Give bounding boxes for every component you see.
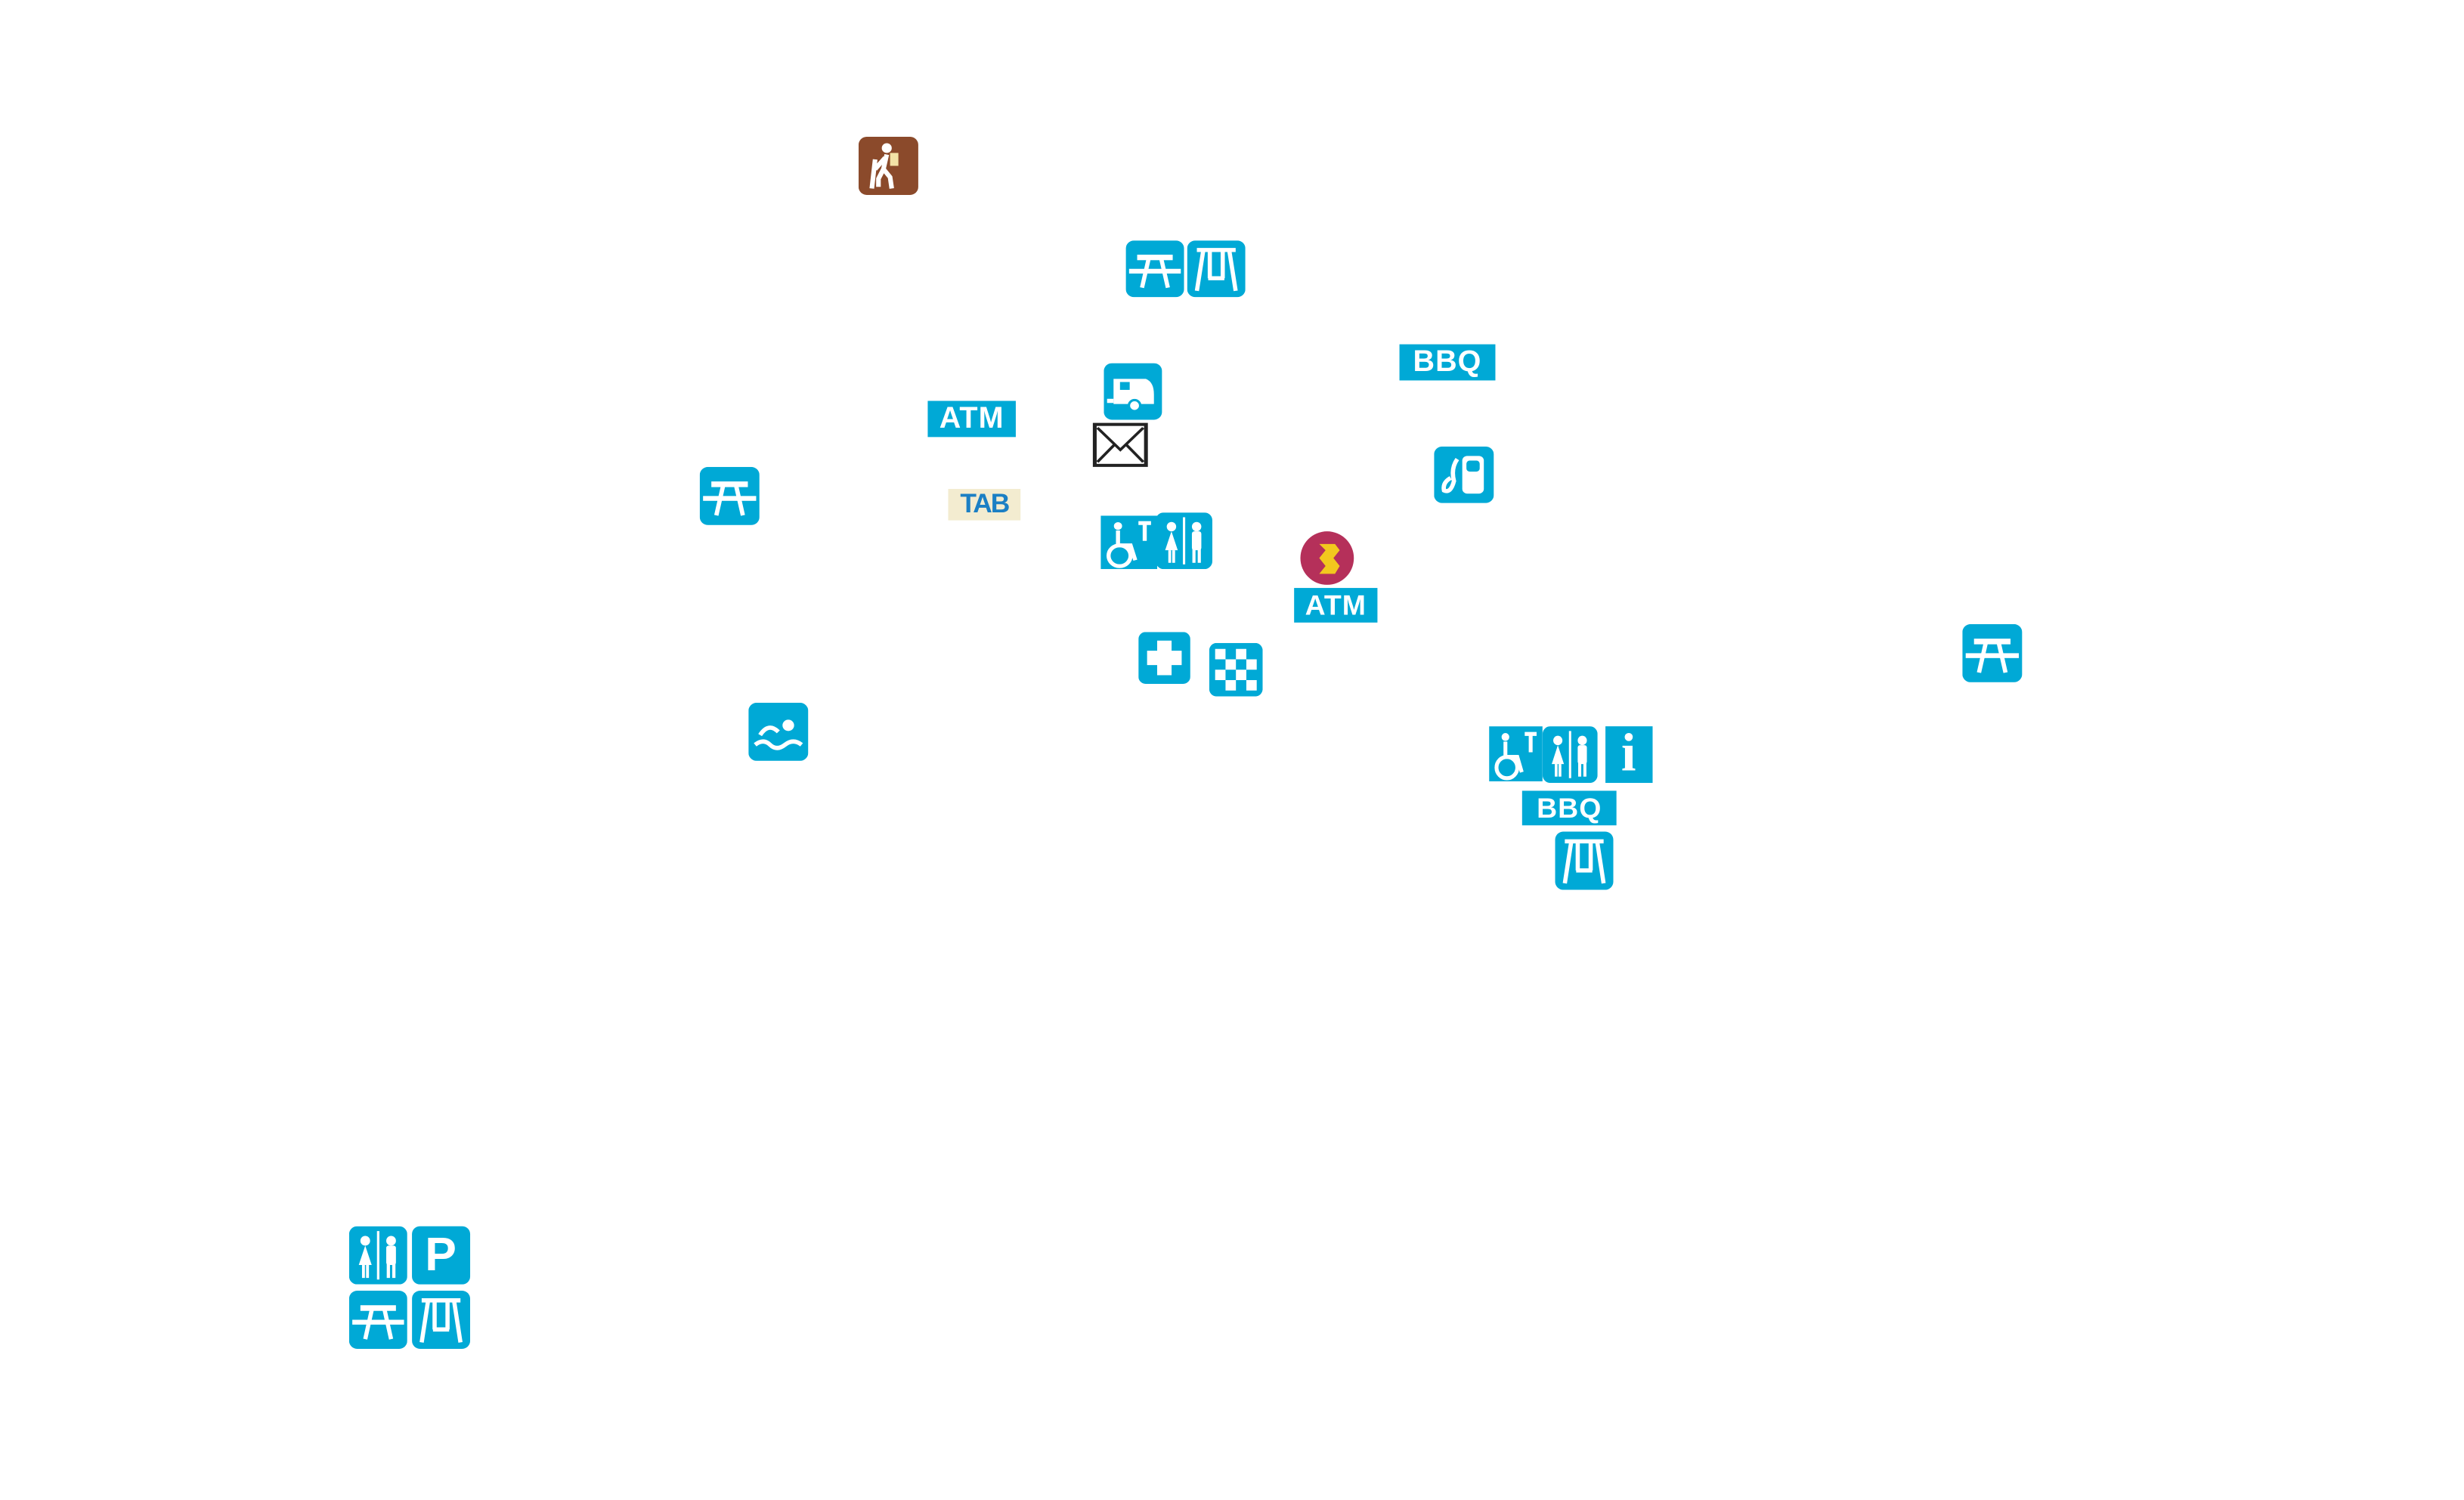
- picnic-table-icon-glyph: [1962, 623, 2023, 682]
- swimming-icon-glyph: [748, 702, 809, 761]
- caravan-park-icon[interactable]: [1104, 363, 1162, 420]
- bbq-sign[interactable]: BBQ: [1399, 344, 1496, 381]
- bank-icon[interactable]: [1299, 530, 1355, 586]
- playground-swing-icon[interactable]: [1555, 831, 1614, 890]
- swimming-icon[interactable]: [748, 702, 809, 761]
- post-office-icon-glyph: [1092, 422, 1148, 467]
- fuel-station-icon[interactable]: [1434, 446, 1494, 503]
- picnic-table-icon[interactable]: [1962, 623, 2023, 682]
- accessible-toilet-icon[interactable]: [1100, 515, 1158, 570]
- fuel-station-icon-glyph: [1434, 446, 1494, 503]
- atm-sign[interactable]: ATM: [927, 401, 1016, 438]
- bbq-sign[interactable]: BBQ: [1521, 790, 1617, 826]
- checkered-flag-icon-glyph: [1209, 642, 1263, 697]
- picnic-table-icon-glyph: [1125, 240, 1184, 298]
- playground-swing-icon[interactable]: [1187, 240, 1246, 298]
- bank-icon-glyph: [1300, 531, 1354, 585]
- toilets-icon-glyph: [348, 1226, 407, 1285]
- hiking-icon-glyph: [858, 136, 918, 195]
- playground-swing-icon-glyph: [412, 1291, 471, 1349]
- toilets-icon[interactable]: [348, 1226, 407, 1285]
- toilets-icon-glyph: [1542, 726, 1598, 784]
- toilets-icon[interactable]: [1156, 512, 1212, 570]
- playground-swing-icon[interactable]: [412, 1291, 471, 1349]
- tab-logo[interactable]: TAB: [948, 489, 1021, 521]
- post-office-icon[interactable]: [1092, 422, 1148, 467]
- playground-swing-icon-glyph: [1187, 240, 1246, 298]
- accessible-toilet-icon-glyph: [1100, 515, 1158, 570]
- toilets-icon-glyph: [1156, 512, 1212, 570]
- first-aid-icon[interactable]: [1138, 632, 1190, 684]
- toilets-icon[interactable]: [1542, 726, 1598, 784]
- accessible-toilet-icon-glyph: [1489, 726, 1543, 781]
- information-icon[interactable]: i: [1605, 725, 1653, 784]
- picnic-table-icon-glyph: [699, 466, 760, 525]
- picnic-table-icon-glyph: [348, 1291, 407, 1349]
- picnic-table-icon[interactable]: [699, 466, 760, 525]
- picnic-table-icon[interactable]: [348, 1291, 407, 1349]
- parking-icon[interactable]: P: [412, 1226, 471, 1285]
- checkered-flag-icon[interactable]: [1209, 642, 1263, 697]
- first-aid-icon-glyph: [1138, 632, 1190, 684]
- picnic-table-icon[interactable]: [1125, 240, 1184, 298]
- hiking-icon[interactable]: [858, 136, 918, 195]
- atm-sign[interactable]: ATM: [1294, 588, 1378, 623]
- caravan-park-icon-glyph: [1104, 363, 1162, 420]
- accessible-toilet-icon[interactable]: [1489, 726, 1543, 781]
- playground-swing-icon-glyph: [1555, 831, 1614, 890]
